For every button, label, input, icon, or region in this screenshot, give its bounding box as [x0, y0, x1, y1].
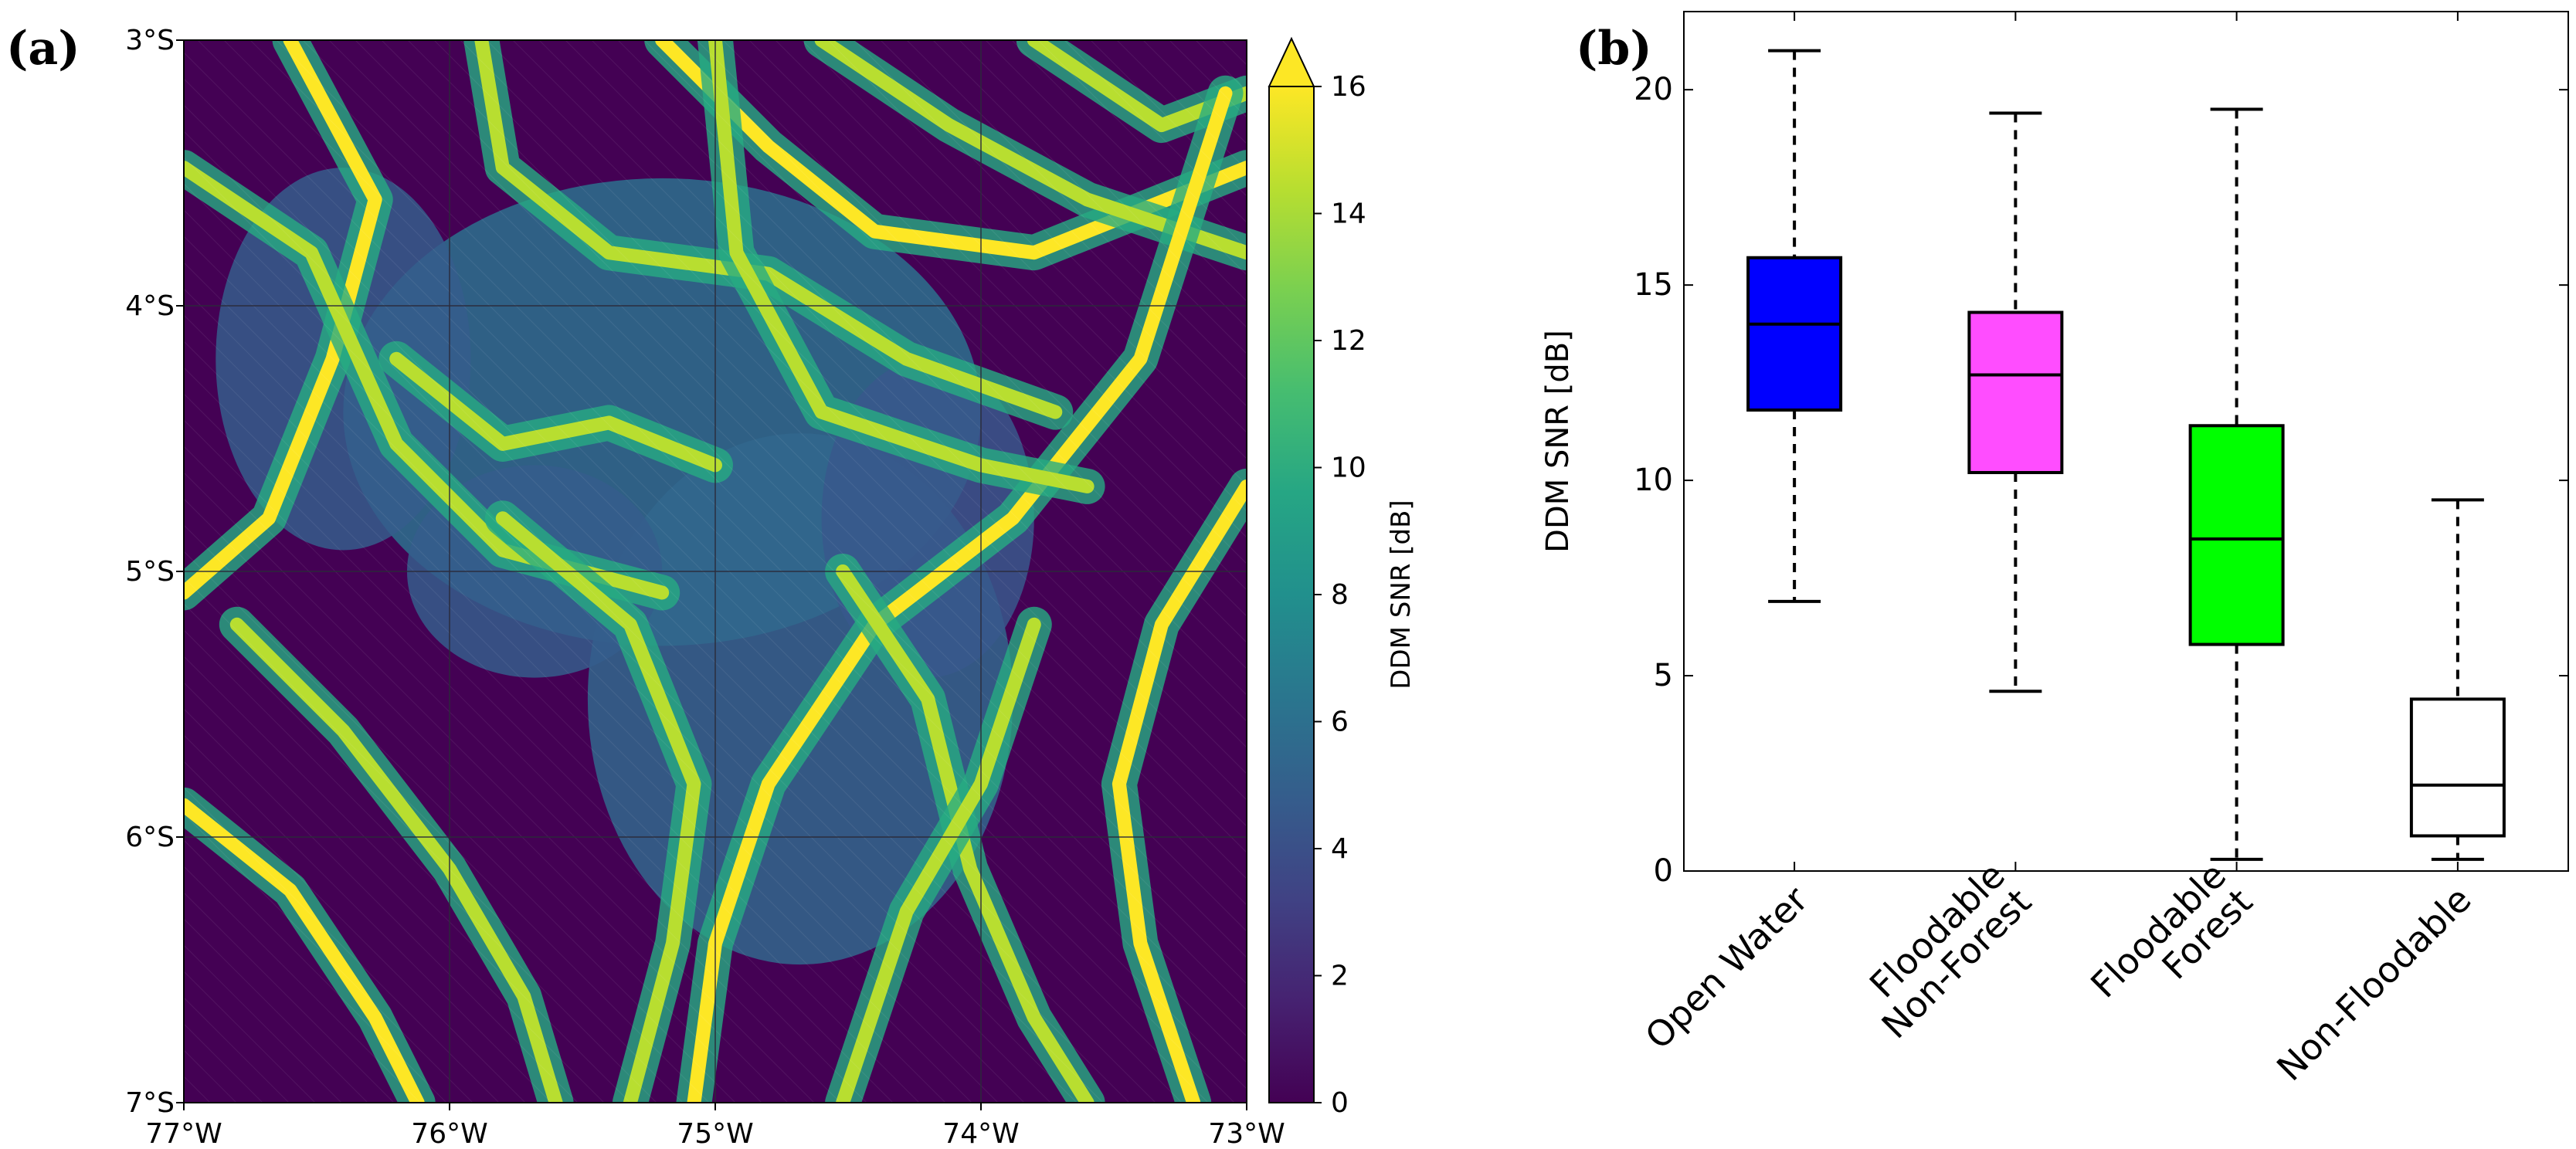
map-track-line: [184, 761, 526, 1103]
map-x-tick-label: 74°W: [942, 1118, 1019, 1149]
box-floodable-forest: [2188, 107, 2285, 861]
map-track-line: [880, 40, 1247, 407]
colorbar-tick-label: 12: [1331, 325, 1366, 357]
map-y-tick-label: 5°S: [125, 556, 175, 588]
map-x-tick-label: 73°W: [1208, 1118, 1285, 1149]
colorbar-extend-arrow: [1268, 36, 1315, 87]
box-iqr: [2409, 697, 2506, 838]
map-channel: [474, 40, 1063, 419]
map-track-line: [184, 918, 368, 1103]
flood-map-chart: 77°W 76°W 75°W 74°W 73°W 3°S 4°S 5°S 6°S 7°S 0 2 4 6 8…: [125, 25, 1417, 1149]
map-channel: [836, 564, 1095, 1103]
map-track-line: [184, 813, 473, 1103]
map-track-line: [801, 40, 1247, 486]
map-track-line: [932, 40, 1247, 354]
map-channel: [184, 798, 425, 1103]
box-iqr: [1746, 256, 1843, 412]
boxplot-category-label: FloodableNon-Forest: [1847, 854, 2039, 1046]
map-track-line: [184, 656, 631, 1103]
map-y-tick-label: 3°S: [125, 25, 175, 56]
boxplot-category-label: FloodableForest: [2082, 854, 2260, 1032]
boxplot-category-label: Non-Floodable: [2269, 879, 2479, 1090]
map-track-line: [1011, 40, 1247, 276]
map-track-line: [184, 892, 395, 1103]
boxplot-y-tick-label: 15: [1634, 267, 1673, 303]
map-channel: [708, 40, 1095, 493]
map-track-line: [985, 40, 1247, 302]
map-channel: [184, 40, 382, 600]
map-track-line: [184, 577, 710, 1103]
map-track-line: [827, 40, 1247, 459]
map-track-line: [184, 682, 605, 1103]
boxplot-category-label-line: Non-Floodable: [2269, 879, 2479, 1090]
map-track-line: [184, 629, 657, 1103]
map-track-line: [1037, 40, 1247, 249]
map-x-tick-label: 77°W: [145, 1118, 222, 1149]
boxplot-chart: 0 5 10 15 20 DDM SNR [dB] Open Water FloodableN…: [1540, 11, 2569, 1090]
colorbar: [1268, 86, 1315, 1103]
map-track-line: [184, 839, 447, 1103]
boxplot-y-tick-label: 10: [1634, 463, 1673, 498]
map-track-line: [184, 603, 684, 1103]
colorbar-label: DDM SNR [dB]: [1386, 500, 1417, 689]
map-track-line: [854, 40, 1247, 433]
map-y-tick-label: 4°S: [125, 290, 175, 322]
box-floodable-non-forest: [1967, 111, 2064, 693]
colorbar-tick-label: 0: [1331, 1087, 1349, 1119]
map-x-tick-label: 76°W: [411, 1118, 487, 1149]
boxplot-category-label-line: Open Water: [1637, 879, 1816, 1058]
map-track-line: [775, 40, 1247, 512]
box-iqr: [2188, 424, 2285, 646]
map-track-line: [184, 787, 500, 1103]
box-open-water: [1746, 49, 1843, 603]
map-track-line: [1064, 40, 1247, 223]
map-x-tick-label: 75°W: [677, 1118, 753, 1149]
colorbar-tick-label: 10: [1331, 452, 1366, 484]
map-y-tick-label: 6°S: [125, 822, 175, 853]
colorbar-tick-label: 8: [1331, 579, 1349, 611]
boxplot-y-axis-label: DDM SNR [dB]: [1540, 330, 1576, 553]
boxplot-category-label: Open Water: [1637, 879, 1816, 1058]
colorbar-tick-label: 16: [1331, 71, 1366, 103]
map-track-line: [748, 40, 1247, 538]
colorbar-tick-label: 6: [1331, 707, 1349, 738]
boxplot-y-tick-label: 20: [1634, 72, 1673, 107]
map-channel: [836, 617, 1041, 1103]
panel-label-a: (a): [6, 22, 80, 76]
map-track-line: [184, 734, 552, 1103]
boxplot-y-tick-label: 5: [1654, 658, 1673, 693]
map-track-line: [722, 40, 1247, 564]
box-non-floodable: [2409, 498, 2506, 861]
map-track-line: [184, 708, 579, 1103]
map-track-line: [959, 40, 1247, 328]
map-channel: [1112, 479, 1247, 1103]
colorbar-tick-label: 2: [1331, 961, 1349, 992]
boxplot-y-tick-label: 0: [1654, 853, 1673, 889]
map-layers: [184, 40, 1247, 1103]
colorbar-tick-label: 4: [1331, 833, 1349, 865]
map-track-line: [184, 866, 421, 1103]
box-iqr: [1967, 310, 2064, 474]
colorbar-tick-label: 14: [1331, 198, 1366, 230]
map-track-line: [906, 40, 1247, 381]
map-y-tick-label: 7°S: [125, 1087, 175, 1119]
panel-label-b: (b): [1576, 22, 1652, 76]
map-channel: [495, 511, 701, 1103]
